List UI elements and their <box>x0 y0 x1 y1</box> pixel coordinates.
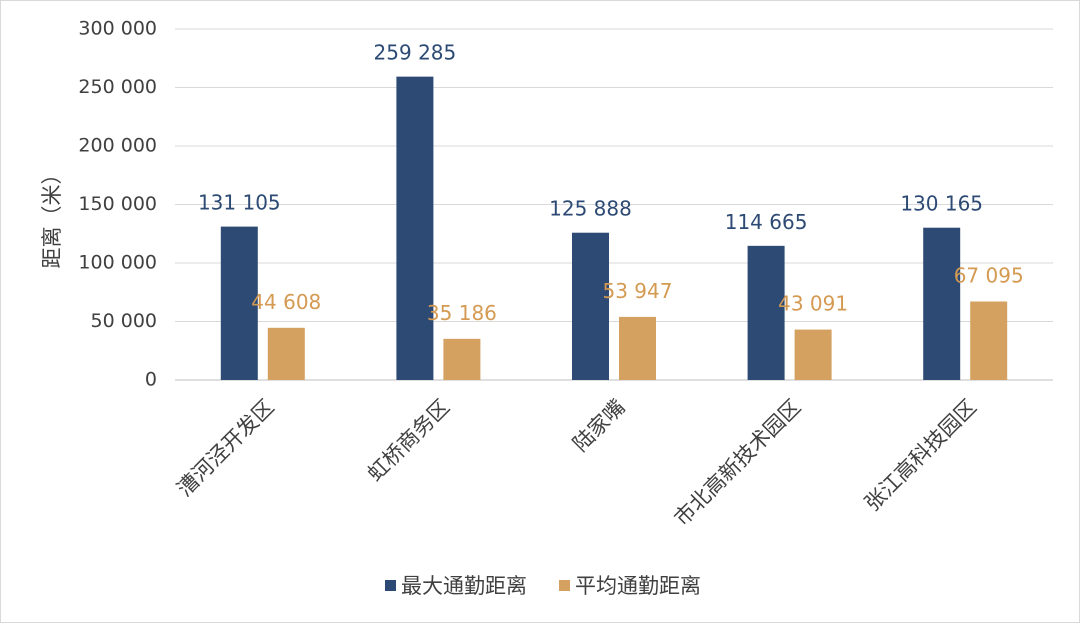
y-tick-label: 250 000 <box>78 76 157 98</box>
y-tick-label: 300 000 <box>78 18 157 40</box>
bar-avg-0 <box>267 327 305 380</box>
bar-avg-3 <box>794 329 832 380</box>
data-label-avg-4: 67 095 <box>954 263 1024 287</box>
data-label-avg-1: 35 186 <box>427 301 497 325</box>
y-tick-label: 200 000 <box>78 135 157 157</box>
data-label-max-1: 259 285 <box>374 41 457 65</box>
data-label-avg-3: 43 091 <box>778 292 848 316</box>
gridlines <box>175 28 1053 381</box>
bars <box>220 76 1008 381</box>
bar-max-2 <box>572 232 609 380</box>
x-category-label: 张江高科技园区 <box>860 395 981 516</box>
x-category-label: 漕河泾开发区 <box>173 395 279 501</box>
y-tick-label: 100 000 <box>78 252 157 274</box>
legend-swatch <box>385 580 396 591</box>
x-axis-categories: 漕河泾开发区 虹桥商务区 陆家嘴 市北高新技术园区 张江高科技园区 <box>173 395 981 531</box>
x-category-label: 虹桥商务区 <box>363 395 454 486</box>
bar-max-4 <box>923 227 961 380</box>
data-label-max-3: 114 665 <box>725 210 808 234</box>
legend-swatch <box>559 580 570 591</box>
y-axis-ticks: 0 50 000 100 000 150 000 200 000 250 000 300 0… <box>78 18 157 391</box>
y-tick-label: 150 000 <box>78 193 157 215</box>
y-tick-label: 0 <box>145 369 157 391</box>
bar-max-0 <box>220 226 258 380</box>
bar-avg-4 <box>970 301 1008 380</box>
data-label-max-2: 125 888 <box>549 197 632 221</box>
x-category-label: 市北高新技术园区 <box>670 395 806 531</box>
y-axis-label: 距离（米） <box>40 164 64 269</box>
data-labels: 131 105 44 608 259 285 35 186 125 888 53 947 1… <box>198 41 1024 325</box>
data-label-max-4: 130 165 <box>900 192 983 216</box>
bar-max-3 <box>747 245 785 380</box>
bar-max-1 <box>396 76 434 381</box>
bar-avg-1 <box>443 338 481 380</box>
y-tick-label: 50 000 <box>91 310 157 332</box>
bar-avg-2 <box>619 316 656 380</box>
data-label-max-0: 131 105 <box>198 191 281 215</box>
legend: 最大通勤距离 平均通勤距离 <box>385 574 701 598</box>
x-category-label: 陆家嘴 <box>568 395 630 457</box>
legend-label: 平均通勤距离 <box>575 574 701 598</box>
data-label-avg-0: 44 608 <box>251 290 321 314</box>
data-label-avg-2: 53 947 <box>603 279 673 303</box>
legend-label: 最大通勤距离 <box>401 574 527 598</box>
